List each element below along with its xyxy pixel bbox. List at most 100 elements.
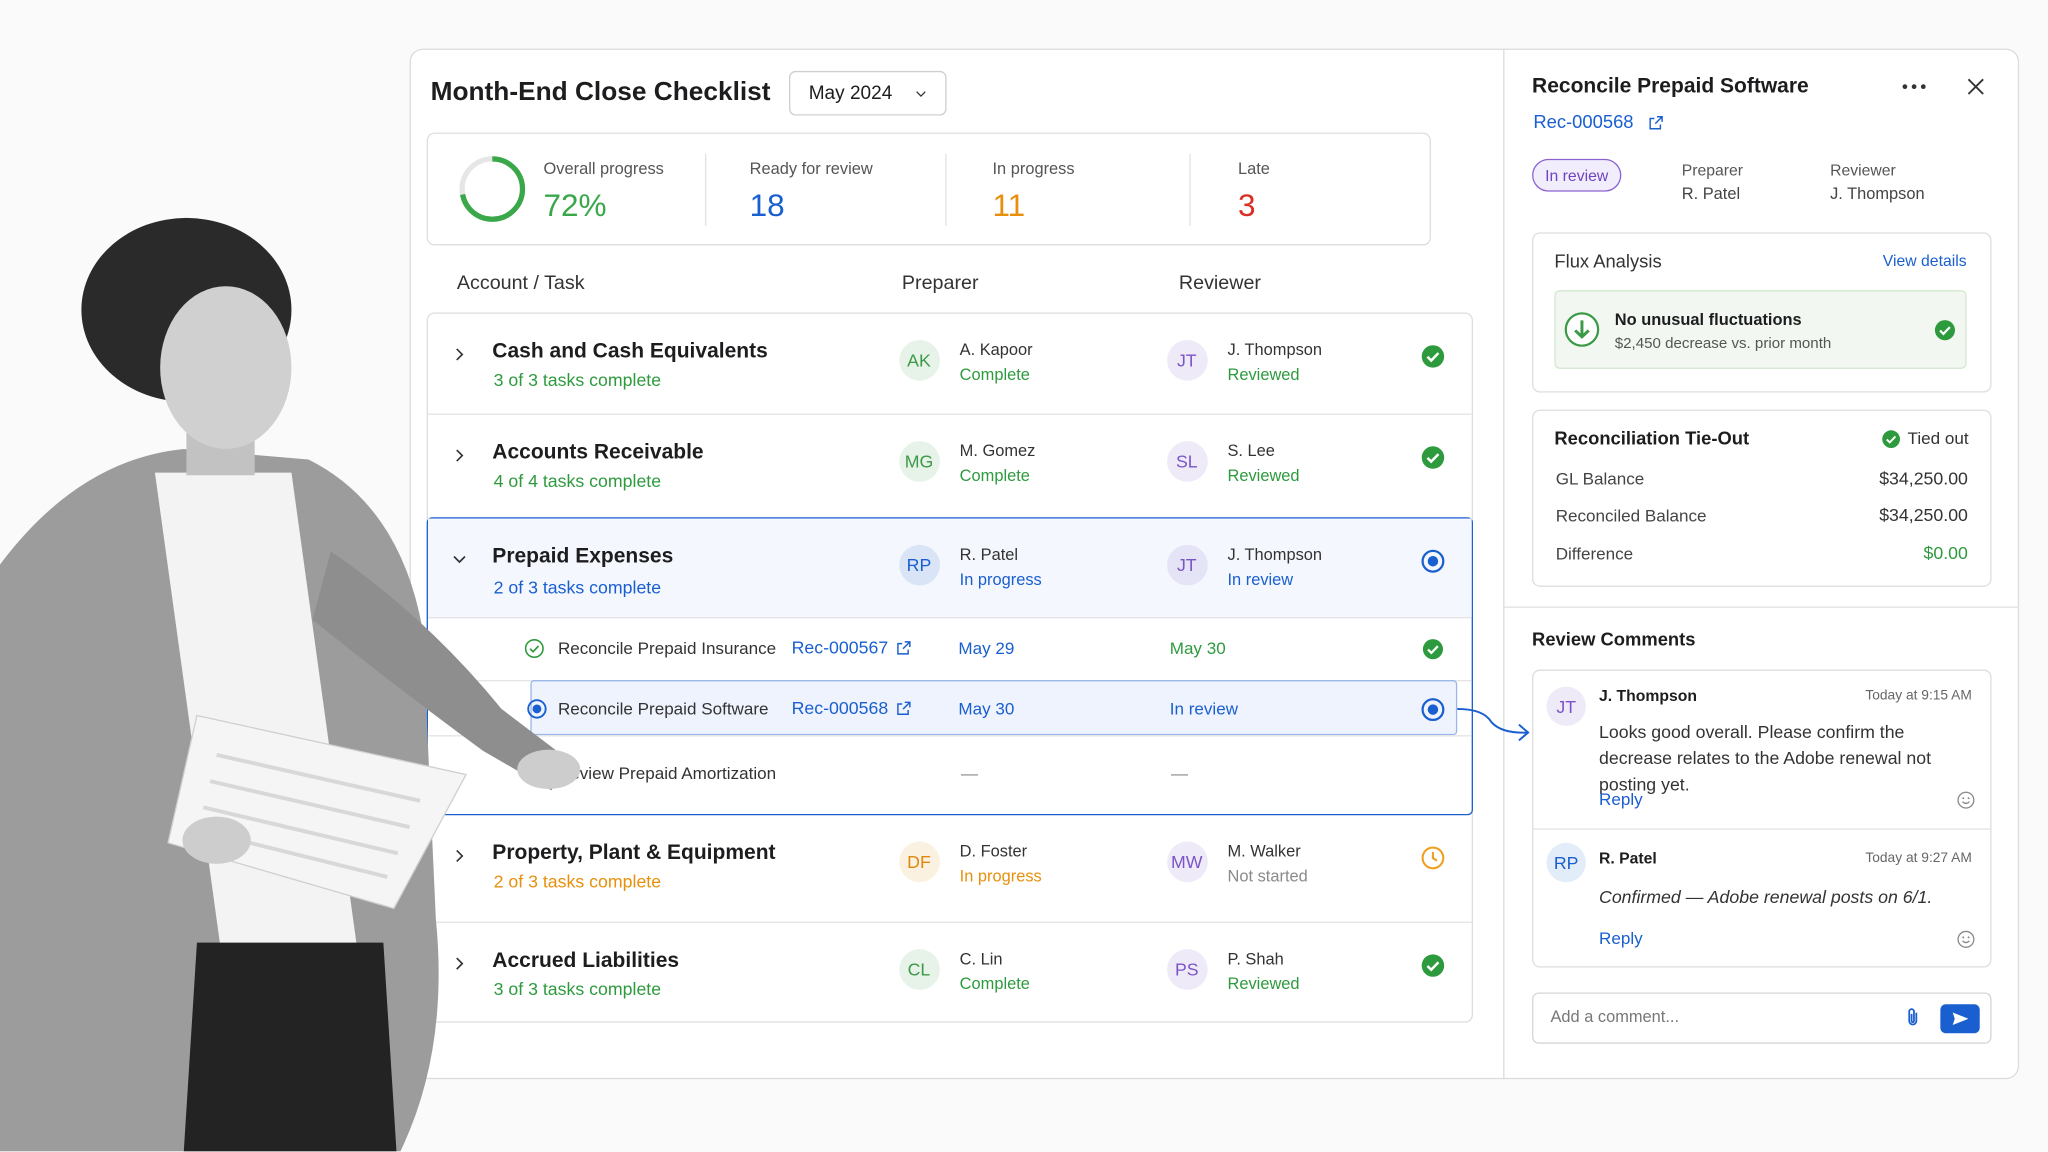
account-name[interactable]: Cash and Cash Equivalents bbox=[492, 340, 768, 363]
preparer-status: In progress bbox=[959, 570, 1042, 589]
field-value: J. Thompson bbox=[1830, 184, 1925, 203]
expand-chevron[interactable] bbox=[450, 954, 468, 972]
task-preparer: — bbox=[960, 763, 979, 783]
comment-placeholder: Add a comment... bbox=[1550, 1007, 1680, 1026]
task-reviewer: May 30 bbox=[1169, 638, 1226, 658]
close-button[interactable] bbox=[1965, 76, 1986, 97]
account-progress: 3 of 3 tasks complete bbox=[493, 370, 662, 390]
expand-chevron[interactable] bbox=[450, 446, 468, 464]
preparer-status: Complete bbox=[959, 466, 1030, 486]
task-ref[interactable]: Rec-000568 bbox=[791, 698, 889, 718]
panel-ref[interactable]: Rec-000568 bbox=[1533, 111, 1634, 133]
account-progress: 3 of 3 tasks complete bbox=[493, 979, 662, 999]
attach-button[interactable] bbox=[1901, 1006, 1925, 1030]
section-title: Flux Analysis bbox=[1554, 250, 1662, 272]
comment-time: Today at 9:27 AM bbox=[1865, 850, 1972, 867]
panel-divider bbox=[1503, 48, 1505, 1080]
field-value: R. Patel bbox=[1681, 184, 1741, 203]
preparer-name: D. Foster bbox=[959, 842, 1028, 861]
reviewer-name: M. Walker bbox=[1227, 842, 1301, 861]
account-name[interactable]: Prepaid Expenses bbox=[492, 545, 674, 568]
comment-time: Today at 9:15 AM bbox=[1865, 687, 1972, 704]
column-header: Preparer bbox=[901, 271, 979, 295]
dropdown-chevron bbox=[913, 86, 927, 100]
task-ref[interactable]: Rec-000567 bbox=[791, 637, 889, 658]
stat-caption: In progress bbox=[992, 159, 1075, 178]
preparer-status: Complete bbox=[959, 974, 1030, 994]
account-name[interactable]: Accounts Receivable bbox=[492, 441, 704, 464]
tieout-status: Tied out bbox=[1907, 428, 1969, 448]
stat-caption: Overall progress bbox=[543, 159, 664, 178]
avatar: JT bbox=[1166, 544, 1208, 585]
stat-value: 3 bbox=[1237, 188, 1256, 224]
stat-value: 72% bbox=[543, 188, 607, 224]
preparer-name: R. Patel bbox=[959, 545, 1019, 564]
comment-divider bbox=[1533, 828, 1991, 830]
account-progress: 2 of 3 tasks complete bbox=[493, 577, 662, 598]
period-dropdown[interactable] bbox=[789, 70, 947, 116]
summary-box bbox=[426, 132, 1431, 246]
row-divider bbox=[427, 921, 1472, 923]
connector-arrow bbox=[1457, 707, 1530, 742]
avatar: PS bbox=[1166, 948, 1208, 990]
more-menu[interactable] bbox=[1901, 74, 1927, 100]
flux-result bbox=[1554, 290, 1967, 369]
field-label: Preparer bbox=[1681, 161, 1744, 180]
send-button[interactable] bbox=[1940, 1004, 1980, 1034]
flux-check bbox=[1933, 318, 1955, 340]
task-reviewer: — bbox=[1171, 763, 1189, 783]
section-title: Review Comments bbox=[1532, 628, 1696, 650]
preparer-status: In progress bbox=[959, 867, 1042, 886]
reply-link[interactable]: Reply bbox=[1599, 928, 1643, 949]
external-link[interactable] bbox=[895, 639, 912, 656]
task-status bbox=[526, 698, 547, 719]
page-title: Month-End Close Checklist bbox=[430, 77, 771, 107]
row-divider bbox=[427, 617, 1472, 619]
flux-headline: No unusual fluctuations bbox=[1614, 310, 1802, 329]
avatar: DF bbox=[898, 840, 940, 882]
avatar: MW bbox=[1166, 840, 1208, 882]
comment-author: J. Thompson bbox=[1599, 686, 1698, 705]
section-title: Reconciliation Tie-Out bbox=[1554, 427, 1750, 449]
expand-chevron[interactable] bbox=[450, 345, 468, 363]
emoji-button[interactable] bbox=[1955, 790, 1975, 810]
status-pill: In review bbox=[1532, 158, 1622, 192]
tieout-value: $34,250.00 bbox=[1879, 505, 1968, 526]
status-icon bbox=[1420, 343, 1445, 368]
avatar: RP bbox=[1546, 842, 1586, 883]
account-name[interactable]: Property, Plant & Equipment bbox=[492, 842, 776, 865]
tieout-label: GL Balance bbox=[1555, 468, 1645, 489]
status-icon bbox=[1420, 444, 1445, 469]
comments-box bbox=[1532, 669, 1992, 968]
selected-task[interactable] bbox=[530, 680, 1458, 736]
preparer-status: Complete bbox=[959, 365, 1030, 384]
avatar: JT bbox=[1166, 339, 1208, 381]
comment-input[interactable] bbox=[1532, 992, 1992, 1044]
reviewer-name: S. Lee bbox=[1227, 441, 1275, 461]
flux-icon bbox=[1564, 311, 1601, 348]
external-link[interactable] bbox=[895, 699, 912, 716]
external-link[interactable] bbox=[1647, 114, 1664, 131]
panel-title: Reconcile Prepaid Software bbox=[1532, 75, 1809, 98]
reviewer-name: J. Thompson bbox=[1227, 340, 1323, 360]
reply-link[interactable]: Reply bbox=[1599, 789, 1643, 809]
progress-ring bbox=[459, 156, 526, 222]
avatar: MG bbox=[898, 440, 940, 482]
reviewer-status: Reviewed bbox=[1227, 974, 1300, 994]
field-label: Reviewer bbox=[1830, 161, 1896, 180]
stat-caption: Late bbox=[1237, 159, 1270, 178]
account-name[interactable]: Accrued Liabilities bbox=[492, 949, 680, 973]
emoji-button[interactable] bbox=[1955, 929, 1975, 949]
tieout-label: Reconciled Balance bbox=[1555, 505, 1707, 526]
column-header: Reviewer bbox=[1178, 271, 1262, 295]
flux-detail: $2,450 decrease vs. prior month bbox=[1614, 336, 1832, 352]
task-status-icon bbox=[1421, 637, 1443, 659]
expand-chevron[interactable] bbox=[450, 550, 468, 568]
view-details-link[interactable]: View details bbox=[1882, 251, 1967, 271]
stat-value: 11 bbox=[992, 188, 1026, 224]
comment-author: R. Patel bbox=[1599, 849, 1657, 868]
expand-chevron[interactable] bbox=[450, 847, 468, 865]
tieout-label: Difference bbox=[1555, 543, 1634, 564]
period-label: May 2024 bbox=[808, 83, 893, 105]
